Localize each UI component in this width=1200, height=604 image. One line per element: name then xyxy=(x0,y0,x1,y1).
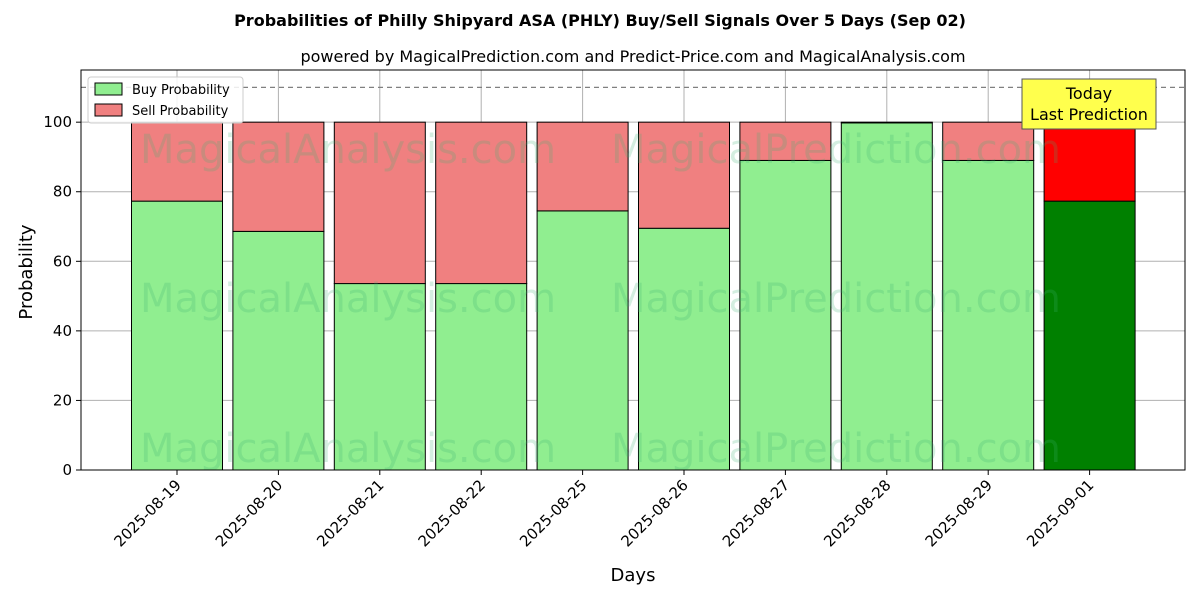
bar-buy xyxy=(333,283,426,471)
legend-swatch-sell xyxy=(94,103,123,117)
watermark-text: MagicalAnalysis.com xyxy=(140,426,556,472)
y-tick-label: 100 xyxy=(43,113,72,131)
x-tick-label: 2025-08-25 xyxy=(516,476,590,550)
annotation-line-2: Last Prediction xyxy=(1030,105,1148,124)
annotation-line-1: Today xyxy=(1065,84,1112,103)
y-tick-label: 20 xyxy=(53,391,72,409)
watermark-text: MagicalAnalysis.com xyxy=(140,276,556,322)
x-tick-label: 2025-08-22 xyxy=(415,476,489,550)
legend-swatch-buy xyxy=(94,82,123,96)
x-tick-label: 2025-08-27 xyxy=(719,476,793,550)
x-tick-label: 2025-08-29 xyxy=(922,476,996,550)
today-annotation: Today Last Prediction xyxy=(1021,78,1157,130)
y-tick-label: 40 xyxy=(53,322,72,340)
x-tick-label: 2025-08-26 xyxy=(617,476,691,550)
x-axis-label: Days xyxy=(611,565,656,586)
bar-sell xyxy=(638,121,730,229)
bar-buy xyxy=(739,159,832,471)
bar-buy xyxy=(435,283,528,471)
bar-buy xyxy=(536,210,629,471)
bar-sell xyxy=(536,121,629,212)
legend-label-sell: Sell Probability xyxy=(132,104,229,119)
bar-sell xyxy=(942,121,1035,161)
bar-buy xyxy=(1043,200,1136,471)
chart-title: Probabilities of Philly Shipyard ASA (PH… xyxy=(234,11,966,30)
y-tick-label: 0 xyxy=(62,461,72,479)
chart-subtitle: powered by MagicalPrediction.com and Pre… xyxy=(300,47,965,66)
watermark-text: MagicalPrediction.com xyxy=(611,276,1061,322)
bar-buy xyxy=(942,159,1035,471)
watermark-text: MagicalPrediction.com xyxy=(611,426,1061,472)
x-tick-label: 2025-08-28 xyxy=(820,476,894,550)
bar-sell xyxy=(739,121,832,161)
bar-sell xyxy=(840,121,933,124)
x-tick-label: 2025-08-20 xyxy=(212,476,286,550)
bar-buy xyxy=(840,122,933,471)
y-axis-label: Probability xyxy=(16,224,37,319)
y-tick-label: 80 xyxy=(53,183,72,201)
y-tick-label: 60 xyxy=(53,252,72,270)
bar-buy xyxy=(131,200,223,471)
bar-sell xyxy=(232,121,325,232)
bar-buy xyxy=(638,227,730,471)
legend-label-buy: Buy Probability xyxy=(132,83,230,98)
annotation-box xyxy=(1021,78,1157,130)
x-tick-label: 2025-08-21 xyxy=(313,476,387,550)
bar-sell xyxy=(1043,121,1136,202)
bar-sell xyxy=(435,121,528,285)
x-tick-label: 2025-09-01 xyxy=(1023,476,1097,550)
bar-sell xyxy=(131,121,223,202)
plot-frame xyxy=(80,69,1186,471)
legend: Buy Probability Sell Probability xyxy=(87,76,244,124)
watermark-layer: MagicalAnalysis.com MagicalPrediction.com… xyxy=(140,127,1061,472)
legend-box xyxy=(87,76,244,124)
x-tick-label: 2025-08-19 xyxy=(110,476,184,550)
bar-sell xyxy=(333,121,426,285)
watermark-text: MagicalPrediction.com xyxy=(611,127,1061,173)
watermark-text: MagicalAnalysis.com xyxy=(140,127,556,173)
bars-layer xyxy=(81,86,1185,471)
